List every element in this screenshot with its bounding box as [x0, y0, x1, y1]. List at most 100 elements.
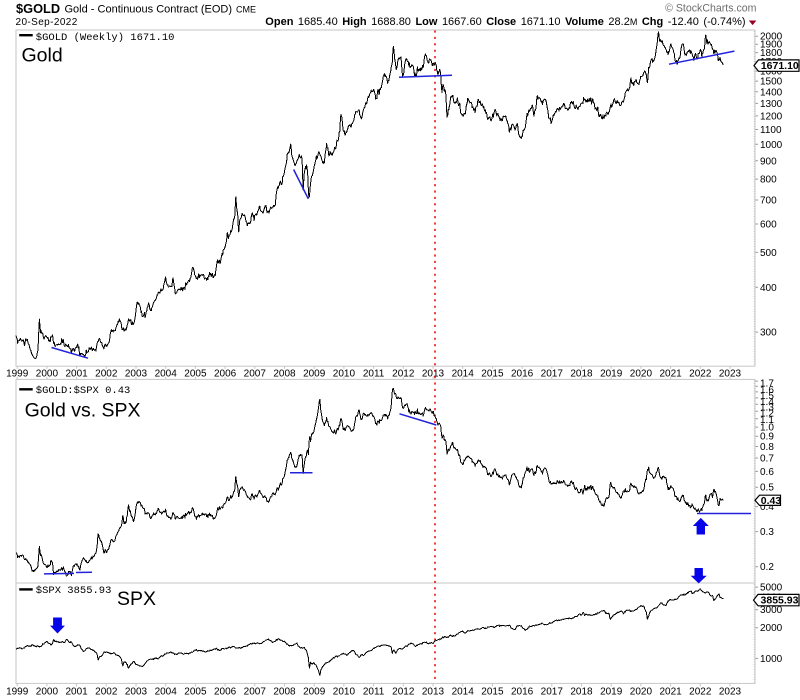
- svg-text:1500: 1500: [760, 77, 783, 88]
- svg-text:1999: 1999: [6, 687, 29, 698]
- svg-text:2000: 2000: [760, 32, 783, 43]
- svg-text:1.2: 1.2: [760, 409, 774, 420]
- svg-text:2003: 2003: [125, 369, 148, 380]
- svg-text:1.1: 1.1: [760, 415, 774, 426]
- svg-text:20-Sep-2022: 20-Sep-2022: [16, 17, 78, 28]
- svg-text:600: 600: [760, 220, 777, 231]
- svg-text:1100: 1100: [760, 125, 782, 136]
- svg-text:2018: 2018: [570, 369, 593, 380]
- svg-text:1671.10: 1671.10: [761, 60, 799, 72]
- svg-text:2002: 2002: [95, 687, 118, 698]
- svg-text:Open 1685.40 High 1688.80 Low: Open 1685.40 High 1688.80 Low 1667.60 Cl…: [265, 16, 745, 28]
- svg-text:2014: 2014: [452, 369, 475, 380]
- svg-text:1999: 1999: [6, 369, 29, 380]
- svg-text:2000: 2000: [36, 369, 59, 380]
- svg-text:2022: 2022: [689, 687, 712, 698]
- svg-text:300: 300: [760, 328, 777, 339]
- svg-text:700: 700: [760, 196, 777, 207]
- svg-text:2014: 2014: [452, 687, 475, 698]
- svg-text:2021: 2021: [659, 369, 682, 380]
- svg-text:500: 500: [760, 248, 777, 259]
- svg-text:2009: 2009: [303, 369, 326, 380]
- svg-text:1900: 1900: [760, 40, 783, 51]
- svg-text:2016: 2016: [511, 687, 534, 698]
- svg-text:1400: 1400: [760, 87, 783, 98]
- svg-text:2016: 2016: [511, 369, 534, 380]
- svg-text:2010: 2010: [333, 369, 356, 380]
- svg-text:2020: 2020: [630, 369, 653, 380]
- svg-text:2004: 2004: [155, 369, 178, 380]
- svg-text:1.0: 1.0: [760, 423, 774, 434]
- svg-text:2011: 2011: [363, 369, 385, 380]
- svg-text:2019: 2019: [600, 687, 623, 698]
- svg-text:2000: 2000: [36, 687, 59, 698]
- svg-text:CME: CME: [236, 5, 256, 15]
- svg-text:Gold vs. SPX: Gold vs. SPX: [25, 400, 141, 422]
- svg-text:2001: 2001: [65, 687, 88, 698]
- svg-text:2013: 2013: [422, 687, 445, 698]
- svg-text:2022: 2022: [689, 369, 712, 380]
- svg-text:2012: 2012: [392, 687, 415, 698]
- svg-text:1300: 1300: [760, 99, 783, 110]
- svg-text:2009: 2009: [303, 687, 326, 698]
- svg-text:1.7: 1.7: [760, 379, 774, 390]
- svg-text:2003: 2003: [125, 687, 148, 698]
- svg-text:1000: 1000: [760, 654, 783, 665]
- svg-text:1000: 1000: [760, 140, 783, 151]
- svg-text:0.8: 0.8: [760, 442, 774, 453]
- svg-text:2004: 2004: [155, 687, 178, 698]
- svg-text:1.3: 1.3: [760, 403, 774, 414]
- svg-text:5000: 5000: [760, 583, 783, 594]
- svg-text:1.5: 1.5: [760, 391, 774, 402]
- svg-text:2011: 2011: [363, 687, 385, 698]
- svg-text:2007: 2007: [244, 369, 267, 380]
- svg-text:3855.93: 3855.93: [761, 595, 799, 607]
- svg-text:2002: 2002: [95, 369, 118, 380]
- svg-text:0.43: 0.43: [761, 495, 782, 507]
- svg-text:2021: 2021: [659, 687, 682, 698]
- svg-text:2020: 2020: [630, 687, 653, 698]
- svg-text:2023: 2023: [719, 369, 742, 380]
- svg-text:2008: 2008: [273, 369, 296, 380]
- svg-text:2010: 2010: [333, 687, 356, 698]
- svg-text:2018: 2018: [570, 687, 593, 698]
- svg-text:0.5: 0.5: [760, 483, 774, 494]
- svg-text:2012: 2012: [392, 369, 415, 380]
- svg-text:2005: 2005: [184, 687, 207, 698]
- svg-text:0.9: 0.9: [760, 432, 774, 443]
- svg-text:$GOLD: $GOLD: [16, 1, 60, 16]
- svg-text:2017: 2017: [541, 369, 564, 380]
- svg-text:1.6: 1.6: [760, 385, 774, 396]
- svg-text:2017: 2017: [541, 687, 564, 698]
- svg-text:2007: 2007: [244, 687, 267, 698]
- svg-text:Gold - Continuous Contract (EO: Gold - Continuous Contract (EOD): [65, 4, 233, 16]
- svg-text:2008: 2008: [273, 687, 296, 698]
- svg-text:SPX: SPX: [117, 588, 156, 610]
- svg-text:2013: 2013: [422, 369, 445, 380]
- svg-text:2019: 2019: [600, 369, 623, 380]
- svg-text:800: 800: [760, 175, 777, 186]
- svg-text:Gold: Gold: [22, 45, 63, 67]
- svg-text:3000: 3000: [760, 605, 783, 616]
- svg-text:2005: 2005: [184, 369, 207, 380]
- svg-text:900: 900: [760, 156, 777, 167]
- svg-text:1800: 1800: [760, 48, 783, 59]
- svg-text:$SPX 3855.93: $SPX 3855.93: [36, 585, 112, 597]
- svg-text:© StockCharts.com: © StockCharts.com: [665, 3, 757, 15]
- svg-text:2006: 2006: [214, 369, 237, 380]
- svg-text:0.6: 0.6: [760, 467, 774, 478]
- svg-text:2015: 2015: [481, 687, 504, 698]
- svg-text:2001: 2001: [65, 369, 88, 380]
- svg-text:400: 400: [760, 283, 777, 294]
- svg-text:0.4: 0.4: [760, 502, 774, 513]
- svg-text:2000: 2000: [760, 623, 783, 634]
- svg-text:1.4: 1.4: [760, 397, 774, 408]
- svg-text:0.7: 0.7: [760, 454, 774, 465]
- svg-text:$GOLD:$SPX 0.43: $GOLD:$SPX 0.43: [36, 385, 131, 397]
- svg-text:2015: 2015: [481, 369, 504, 380]
- svg-text:2006: 2006: [214, 687, 237, 698]
- svg-text:2023: 2023: [719, 687, 742, 698]
- svg-text:1600: 1600: [760, 67, 783, 78]
- svg-text:1200: 1200: [760, 111, 783, 122]
- svg-text:0.3: 0.3: [760, 527, 774, 538]
